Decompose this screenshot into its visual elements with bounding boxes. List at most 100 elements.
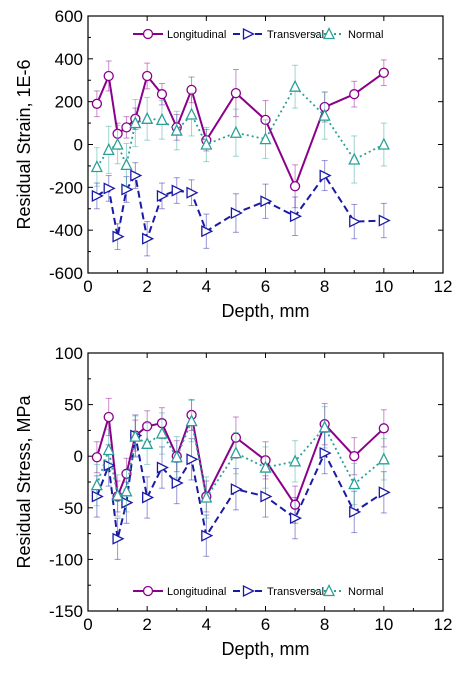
data-point xyxy=(156,461,169,474)
series-transversal xyxy=(91,414,391,560)
data-point xyxy=(348,152,361,165)
data-point xyxy=(112,532,125,545)
data-point xyxy=(121,468,132,479)
legend-label: Normal xyxy=(348,586,383,598)
legend-item-normal: Normal xyxy=(314,27,383,41)
x-tick-label: 2 xyxy=(142,615,151,634)
x-tick-label: 12 xyxy=(434,277,453,296)
data-point xyxy=(91,189,104,202)
data-point xyxy=(121,496,134,509)
data-point xyxy=(200,137,213,150)
y-tick-label: 100 xyxy=(55,344,83,363)
x-tick-label: 0 xyxy=(83,277,92,296)
data-point xyxy=(378,67,389,78)
series-line xyxy=(95,71,385,188)
data-point xyxy=(230,483,243,496)
y-tick-label: -400 xyxy=(49,221,83,240)
legend-marker xyxy=(322,584,336,597)
data-point xyxy=(201,529,214,542)
data-point xyxy=(186,186,199,199)
y-tick-label: 50 xyxy=(64,396,83,415)
legend-marker xyxy=(142,585,154,597)
data-point xyxy=(171,184,184,197)
data-point xyxy=(377,137,390,150)
data-point xyxy=(229,125,242,138)
legend-item-longitudinal: Longitudinal xyxy=(133,28,226,41)
chart-panel-2: 0 2 4 6 8 10 12 -150 -100 -50 0 50 100 Depth, mm Resid… xyxy=(14,344,452,659)
series-line xyxy=(95,434,385,540)
data-point xyxy=(120,157,133,170)
legend-marker xyxy=(242,584,255,598)
data-point xyxy=(102,443,115,456)
x-tick-label: 6 xyxy=(261,277,270,296)
data-point xyxy=(289,210,303,223)
data-point xyxy=(349,505,362,518)
data-point xyxy=(103,411,114,423)
data-point xyxy=(378,214,391,227)
x-tick-label: 0 xyxy=(83,615,92,634)
data-point xyxy=(318,108,331,121)
series-line xyxy=(96,85,385,168)
data-point xyxy=(142,421,153,432)
data-point xyxy=(349,215,362,228)
data-point xyxy=(121,122,132,133)
data-point xyxy=(260,114,271,126)
data-point xyxy=(259,460,272,473)
y-tick-label: 0 xyxy=(74,447,83,466)
data-point xyxy=(230,87,242,99)
y-tick-label: -200 xyxy=(49,178,83,197)
data-point xyxy=(378,423,389,434)
data-point xyxy=(91,490,104,503)
y-tick-label: 400 xyxy=(55,50,83,69)
series-transversal xyxy=(91,160,391,257)
legend-marker xyxy=(322,27,336,40)
data-point xyxy=(130,169,143,182)
data-point xyxy=(91,98,103,109)
data-point xyxy=(186,453,199,466)
x-tick-label: 8 xyxy=(320,615,329,634)
data-point xyxy=(289,79,302,92)
y-axis-label: Residual Strain, 1E-6 xyxy=(14,59,34,229)
data-point xyxy=(111,488,124,501)
y-tick-label: -600 xyxy=(49,264,83,283)
chart-panel-1: 0 2 4 6 8 10 12 -600 -400 -200 0 200 400 600 Depth, mm… xyxy=(14,7,452,321)
legend-item-transversal: Transversal xyxy=(233,584,324,598)
data-point xyxy=(186,84,197,96)
y-tick-label: 0 xyxy=(74,136,83,155)
data-point xyxy=(230,206,243,220)
x-tick-label: 4 xyxy=(202,277,211,296)
data-point xyxy=(170,123,183,136)
data-point xyxy=(141,111,154,124)
data-point xyxy=(201,225,214,238)
y-tick-label: -100 xyxy=(49,550,83,569)
data-point xyxy=(230,432,242,443)
series-line xyxy=(96,174,384,240)
series-longitudinal xyxy=(91,59,389,209)
data-point xyxy=(260,490,273,503)
data-point xyxy=(129,429,142,442)
data-point xyxy=(170,450,183,463)
x-tick-label: 8 xyxy=(320,277,329,296)
data-point xyxy=(91,452,103,463)
data-point xyxy=(200,490,213,503)
legend-label: Longitudinal xyxy=(167,29,226,41)
data-point xyxy=(378,486,391,499)
x-tick-label: 2 xyxy=(142,277,151,296)
data-point xyxy=(155,426,169,439)
data-point xyxy=(185,107,198,120)
data-point xyxy=(129,116,142,129)
series-normal xyxy=(90,64,390,187)
data-point xyxy=(90,160,103,173)
y-tick-label: -50 xyxy=(58,499,83,518)
data-point xyxy=(259,132,272,145)
legend-item-transversal: Transversal xyxy=(233,27,324,41)
data-point xyxy=(142,232,155,245)
series-line xyxy=(95,413,385,506)
data-point xyxy=(289,454,302,467)
data-point xyxy=(142,70,153,82)
data-point xyxy=(318,420,331,433)
data-point xyxy=(289,512,303,525)
legend-item-normal: Normal xyxy=(314,584,383,598)
